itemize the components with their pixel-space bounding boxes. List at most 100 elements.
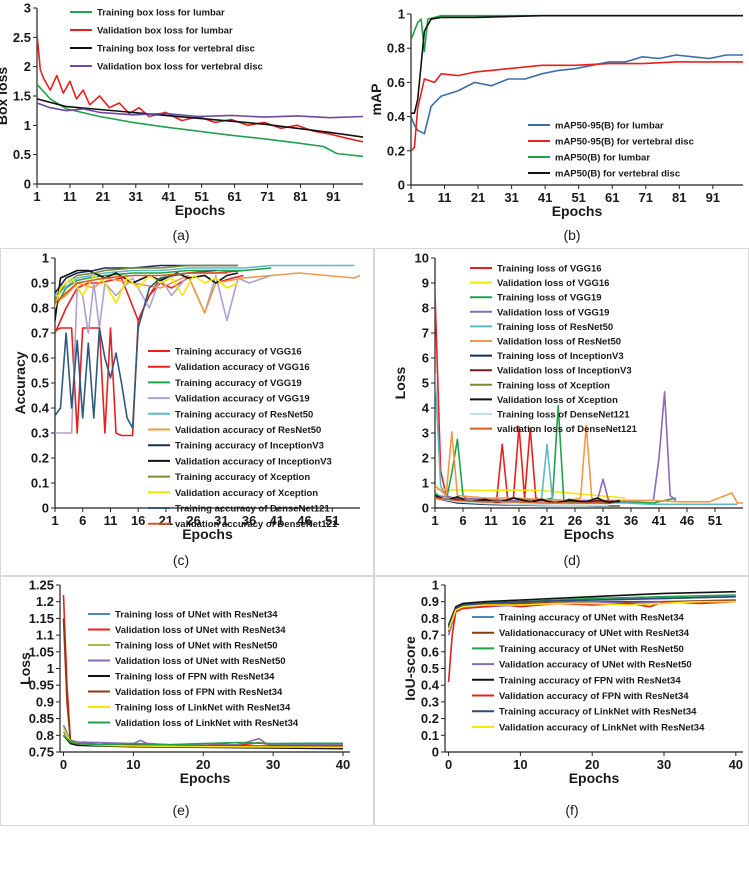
y-tick-label: 0.8 — [421, 611, 439, 626]
chart-panel-c: 00.10.20.30.40.50.60.70.80.911 6 11 16 21 26 3… — [12, 251, 360, 568]
x-tick-label: 40 — [336, 757, 350, 772]
chart-panel-a: 00.511.522.531 11 21 31 41 51 61 71 81 91EpochsBo… — [0, 1, 363, 243]
x-tick-label: 61 — [605, 190, 619, 205]
legend-entry: Training accuracy of VGG16 — [175, 347, 302, 358]
y-tick-label: 0.8 — [31, 301, 49, 316]
x-tick-label: 11 — [484, 513, 498, 528]
chart-panel-b: 00.20.40.60.811 11 21 31 41 51 61 71 81 91Epochsm… — [368, 7, 743, 243]
series-line-6 — [447, 600, 736, 682]
legend-entry: Validation loss of InceptionV3 — [497, 366, 632, 377]
legend-entry: Training accuracy of Xception — [175, 472, 310, 483]
panel-caption: (c) — [173, 552, 189, 568]
y-tick-label: 1 — [432, 578, 439, 593]
legend-entry: Validation loss of FPN with ResNet34 — [115, 687, 283, 698]
series-line-4 — [37, 102, 363, 119]
x-tick-label: 16 — [131, 513, 145, 528]
y-tick-label: 0.6 — [387, 75, 405, 90]
x-tick-label: 51 — [571, 190, 585, 205]
x-tick-label: 20 — [585, 757, 599, 772]
y-tick-label: 0.85 — [29, 711, 54, 726]
y-tick-label: 1.25 — [29, 578, 54, 593]
y-tick-label: 7 — [422, 326, 429, 341]
legend-entry: Training loss of FPN with ResNet34 — [115, 672, 275, 683]
x-tick-label: 21 — [471, 190, 485, 205]
panel-caption: (a) — [172, 227, 189, 243]
series-line-5 — [55, 264, 355, 297]
legend-entry: Training loss of Xception — [497, 380, 610, 391]
y-tick-label: 0.9 — [36, 694, 54, 709]
y-tick-label: 1.05 — [29, 644, 54, 659]
y-tick-label: 0.5 — [421, 661, 439, 676]
y-tick-label: 1.1 — [36, 628, 54, 643]
series-line-5 — [435, 372, 738, 506]
y-tick-label: 0.6 — [421, 644, 439, 659]
y-axis-label: Accuracy — [12, 351, 28, 414]
y-tick-label: 6 — [422, 351, 429, 366]
x-tick-label: 6 — [459, 513, 466, 528]
series-line-11 — [435, 497, 609, 507]
legend-entry: Validation loss of ResNet50 — [497, 337, 621, 348]
series-line-7 — [447, 595, 736, 628]
x-axis-label: Epochs — [569, 770, 620, 786]
y-tick-label: 0.6 — [31, 351, 49, 366]
y-tick-label: 0 — [432, 745, 439, 760]
y-tick-label: 1.5 — [13, 89, 31, 104]
x-tick-label: 10 — [126, 757, 140, 772]
legend-entry: Training accuracy of InceptionV3 — [175, 441, 324, 452]
x-tick-label: 81 — [672, 190, 686, 205]
x-tick-label: 1 — [407, 190, 414, 205]
legend-entry: mAP50(B) for vertebral disc — [555, 169, 680, 180]
y-tick-label: 9 — [422, 276, 429, 291]
legend-entry: Validationaccuracy of UNet with ResNet34 — [499, 628, 690, 639]
legend-entry: Training accuracy of LinkNet with ResNet… — [499, 707, 697, 718]
y-tick-label: 0.7 — [31, 326, 49, 341]
x-tick-label: 11 — [104, 513, 118, 528]
legend-entry: Training loss of VGG16 — [497, 264, 602, 275]
legend-entry: Training accuracy of ResNet50 — [175, 409, 313, 420]
x-tick-label: 46 — [297, 513, 311, 528]
y-tick-label: 1 — [398, 7, 405, 22]
legend-entry: Validation loss of VGG19 — [497, 307, 609, 318]
series-line-10 — [55, 274, 239, 309]
x-tick-label: 30 — [657, 757, 671, 772]
x-tick-label: 41 — [270, 513, 284, 528]
x-tick-label: 51 — [194, 189, 208, 204]
legend-entry: Validation accuracy of ResNet50 — [175, 425, 321, 436]
x-tick-label: 1 — [33, 189, 40, 204]
y-tick-label: 0.8 — [387, 41, 405, 56]
panel-frame — [0, 576, 374, 826]
x-tick-label: 71 — [260, 189, 274, 204]
y-tick-label: 0.1 — [421, 728, 439, 743]
series-line-8 — [447, 600, 736, 631]
y-tick-label: 0.5 — [31, 376, 49, 391]
x-tick-label: 0 — [60, 757, 67, 772]
series-line-2 — [411, 61, 743, 152]
x-tick-label: 21 — [96, 189, 110, 204]
chart-panel-e: 0.75 0.8 0.85 0.90.95 1 1.051.1 1.15 1.21.25 0 10… — [17, 578, 350, 819]
legend-entry: Training accuracy of UNet with ResNet34 — [499, 613, 684, 624]
y-axis-label: Loss — [17, 652, 33, 685]
series-line-8 — [62, 734, 343, 746]
y-tick-label: 0.9 — [421, 594, 439, 609]
x-tick-label: 21 — [159, 513, 173, 528]
panel-caption: (b) — [563, 227, 580, 243]
x-tick-label: 36 — [242, 513, 256, 528]
panel-caption: (e) — [172, 802, 189, 818]
y-tick-label: 1 — [422, 476, 429, 491]
x-tick-label: 31 — [129, 189, 143, 204]
y-tick-label: 4 — [422, 401, 430, 416]
series-line-8 — [55, 269, 239, 321]
x-tick-label: 26 — [568, 513, 582, 528]
legend-entry: Training loss of UNet with ResNet34 — [115, 610, 278, 621]
legend-entry: Training loss of ResNet50 — [497, 322, 613, 333]
panel-caption: (d) — [563, 552, 580, 568]
x-axis-label: Epochs — [182, 526, 233, 542]
x-tick-label: 40 — [729, 757, 743, 772]
y-tick-label: 2.5 — [13, 30, 31, 45]
x-tick-label: 46 — [680, 513, 694, 528]
x-tick-label: 11 — [438, 190, 452, 205]
x-tick-label: 71 — [639, 190, 653, 205]
series-line-4 — [55, 274, 272, 434]
y-tick-label: 5 — [422, 376, 429, 391]
